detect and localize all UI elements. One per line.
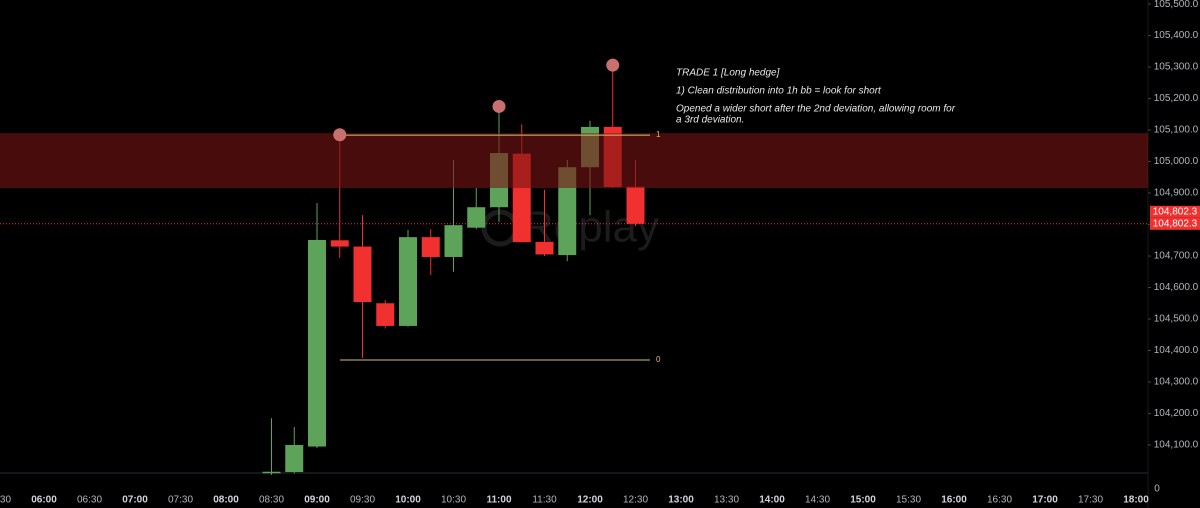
x-tick-label: 17:00 (1032, 495, 1058, 506)
x-tick-label: 11:30 (532, 495, 557, 506)
candle-body (444, 225, 463, 257)
x-tick-label: 17:30 (1078, 495, 1103, 506)
annotation: 1) Clean distribution into 1h bb = look … (676, 86, 882, 97)
x-tick-label: 14:00 (759, 495, 785, 506)
x-tick-label: 08:30 (259, 495, 284, 506)
price-label: 104,802.3 (1153, 206, 1198, 217)
level-label: 1 (656, 130, 661, 139)
price-label: 104,802.3 (1153, 218, 1198, 229)
x-tick-label: 16:00 (941, 495, 967, 506)
y-tick-label: 105,000.0 (1154, 156, 1199, 167)
y-tick-label: 104,400.0 (1154, 345, 1199, 356)
x-tick-label: 08:00 (213, 495, 239, 506)
marker (333, 128, 347, 142)
x-tick-label: 12:00 (577, 495, 603, 506)
y-tick-label: 104,500.0 (1154, 314, 1199, 325)
marker (606, 58, 620, 72)
y-tick-label: 104,900.0 (1154, 188, 1199, 199)
x-tick-label: 16:30 (987, 495, 1012, 506)
y-tick-label: 104,100.0 (1154, 440, 1199, 451)
x-tick-label: 07:30 (168, 495, 193, 506)
level-label: 0 (656, 355, 661, 364)
candle-body (330, 240, 349, 247)
annotation: TRADE 1 [Long hedge] (676, 68, 780, 79)
x-tick-label: 13:00 (668, 495, 694, 506)
zone (0, 133, 1148, 189)
y-tick-label: 104,700.0 (1154, 251, 1199, 262)
candle-body (376, 303, 395, 326)
x-tick-label: 14:30 (805, 495, 830, 506)
marker (492, 99, 506, 113)
x-tick-label: 07:00 (122, 495, 148, 506)
x-tick-label: 15:30 (896, 495, 921, 506)
y-tick-label: 104,200.0 (1154, 408, 1199, 419)
y-tick-label: 104,300.0 (1154, 377, 1199, 388)
annotation: a 3rd deviation. (676, 115, 744, 126)
x-tick-label: 09:30 (350, 495, 375, 506)
x-tick-label: 09:00 (304, 495, 330, 506)
candle-body (558, 167, 577, 256)
y-tick-label: 105,500.0 (1154, 0, 1199, 10)
x-tick-label: 15:00 (850, 495, 876, 506)
x-tick-label: 05:30 (0, 495, 11, 506)
candle-body (421, 237, 440, 257)
candle-body (626, 186, 645, 224)
y-tick-label: 105,300.0 (1154, 62, 1199, 73)
candle-body (285, 444, 304, 473)
x-tick-label: 18:00 (1123, 495, 1149, 506)
x-tick-label: 13:30 (714, 495, 739, 506)
x-tick-label: 12:30 (623, 495, 648, 506)
candle-body (399, 237, 417, 326)
x-tick-label: 10:00 (395, 495, 421, 506)
price-label-box (1150, 205, 1200, 218)
candle-body (535, 241, 554, 255)
x-tick-label: 11:00 (486, 495, 511, 506)
candle-body (308, 239, 326, 447)
x-tick-label: 10:30 (441, 495, 466, 506)
price-label-box (1150, 217, 1200, 230)
y-tick-label: 104,600.0 (1154, 282, 1199, 293)
candle-body (353, 246, 372, 303)
y-tick-label: 105,100.0 (1154, 125, 1199, 136)
x-tick-label: 06:00 (31, 495, 57, 506)
volume-tick-label: 0 (1154, 484, 1160, 495)
x-tick-label: 06:30 (77, 495, 102, 506)
annotation: Opened a wider short after the 2nd devia… (676, 104, 956, 115)
y-tick-label: 105,400.0 (1154, 30, 1199, 41)
candle-body (262, 471, 281, 474)
y-tick-label: 105,200.0 (1154, 93, 1199, 104)
candle-body (467, 207, 486, 228)
